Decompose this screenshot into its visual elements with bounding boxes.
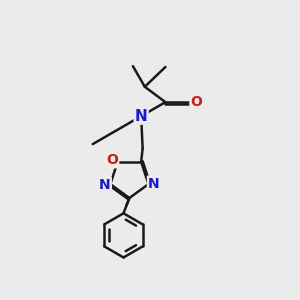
Text: N: N xyxy=(135,109,148,124)
Text: O: O xyxy=(106,153,118,167)
Text: N: N xyxy=(148,177,160,190)
Text: N: N xyxy=(99,178,111,192)
Text: O: O xyxy=(190,94,202,109)
